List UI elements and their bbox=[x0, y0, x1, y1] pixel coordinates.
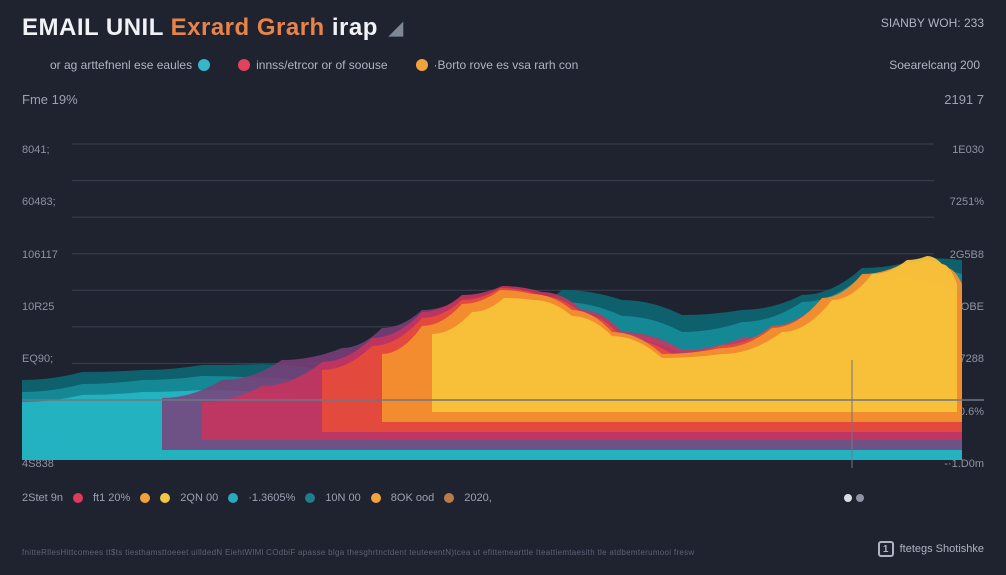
subhead-left: Fme 19% bbox=[22, 92, 78, 107]
legend-bottom: 2Stet 9n ft1 20% 2QN 00 ·1.3605% 10N 00 8OK … bbox=[22, 492, 984, 504]
bottom-legend-label: 2QN 00 bbox=[180, 492, 218, 504]
bottom-legend-label: 8OK ood bbox=[391, 492, 434, 504]
bottom-legend-lead: 2Stet 9n bbox=[22, 492, 63, 504]
title-part-b: Exrard Grarh bbox=[171, 14, 325, 41]
bottom-dot-icon bbox=[305, 493, 315, 503]
subhead-right: 2191 7 bbox=[944, 92, 984, 107]
area-chart bbox=[22, 140, 984, 470]
legend-dot-icon bbox=[198, 59, 210, 71]
header-right: SIANBY WOH: 233 bbox=[881, 14, 984, 33]
bottom-legend-label: 2020, bbox=[464, 492, 492, 504]
bottom-dot-icon bbox=[73, 493, 83, 503]
chart-title: EMAIL UNIL Exrard Grarh irap ◢ bbox=[22, 14, 403, 42]
logo-text: ftetegs Shotishke bbox=[900, 543, 984, 555]
legend-dot-icon bbox=[416, 59, 428, 71]
chart-svg bbox=[22, 140, 984, 470]
bottom-legend-label: ft1 20% bbox=[93, 492, 130, 504]
legend-top-right: Soearelcang 200 bbox=[889, 58, 984, 72]
legend-dot-icon bbox=[238, 59, 250, 71]
legend-label: innss/etrcor or of soouse bbox=[256, 58, 387, 72]
bottom-legend-label: ·1.3605% bbox=[248, 492, 295, 504]
subhead-row: Fme 19% 2191 7 bbox=[0, 74, 1006, 111]
legend-label: ·Borto rove es vsa rarh con bbox=[434, 58, 579, 72]
mini-dots-icon bbox=[844, 494, 984, 502]
header-right-line1: SIANBY WOH: 233 bbox=[881, 14, 984, 33]
bottom-dot-icon bbox=[444, 493, 454, 503]
bottom-dot-icon bbox=[228, 493, 238, 503]
chart-header: EMAIL UNIL Exrard Grarh irap ◢ SIANBY WO… bbox=[0, 0, 1006, 48]
legend-label: or ag arttefnenl ese eaules bbox=[50, 58, 192, 72]
legend-top: or ag arttefnenl ese eaules innss/etrcor … bbox=[0, 48, 1006, 74]
logo-mark-icon: 1 bbox=[878, 541, 894, 557]
title-glyph-icon: ◢ bbox=[389, 18, 403, 38]
bottom-dot-icon bbox=[371, 493, 381, 503]
legend-item: ·Borto rove es vsa rarh con bbox=[416, 58, 579, 72]
bottom-dot-icon bbox=[140, 493, 150, 503]
brand-logo: 1 ftetegs Shotishke bbox=[878, 541, 984, 557]
title-part-a: EMAIL UNIL bbox=[22, 14, 163, 41]
bottom-legend-label: 10N 00 bbox=[325, 492, 360, 504]
legend-item: or ag arttefnenl ese eaules bbox=[50, 58, 210, 72]
bottom-dot-icon bbox=[160, 493, 170, 503]
title-part-c: irap bbox=[332, 14, 378, 41]
footnote-text: fnitteRllesHittcomees tt$ts tiesthamstto… bbox=[22, 548, 695, 557]
legend-item: innss/etrcor or of soouse bbox=[238, 58, 387, 72]
